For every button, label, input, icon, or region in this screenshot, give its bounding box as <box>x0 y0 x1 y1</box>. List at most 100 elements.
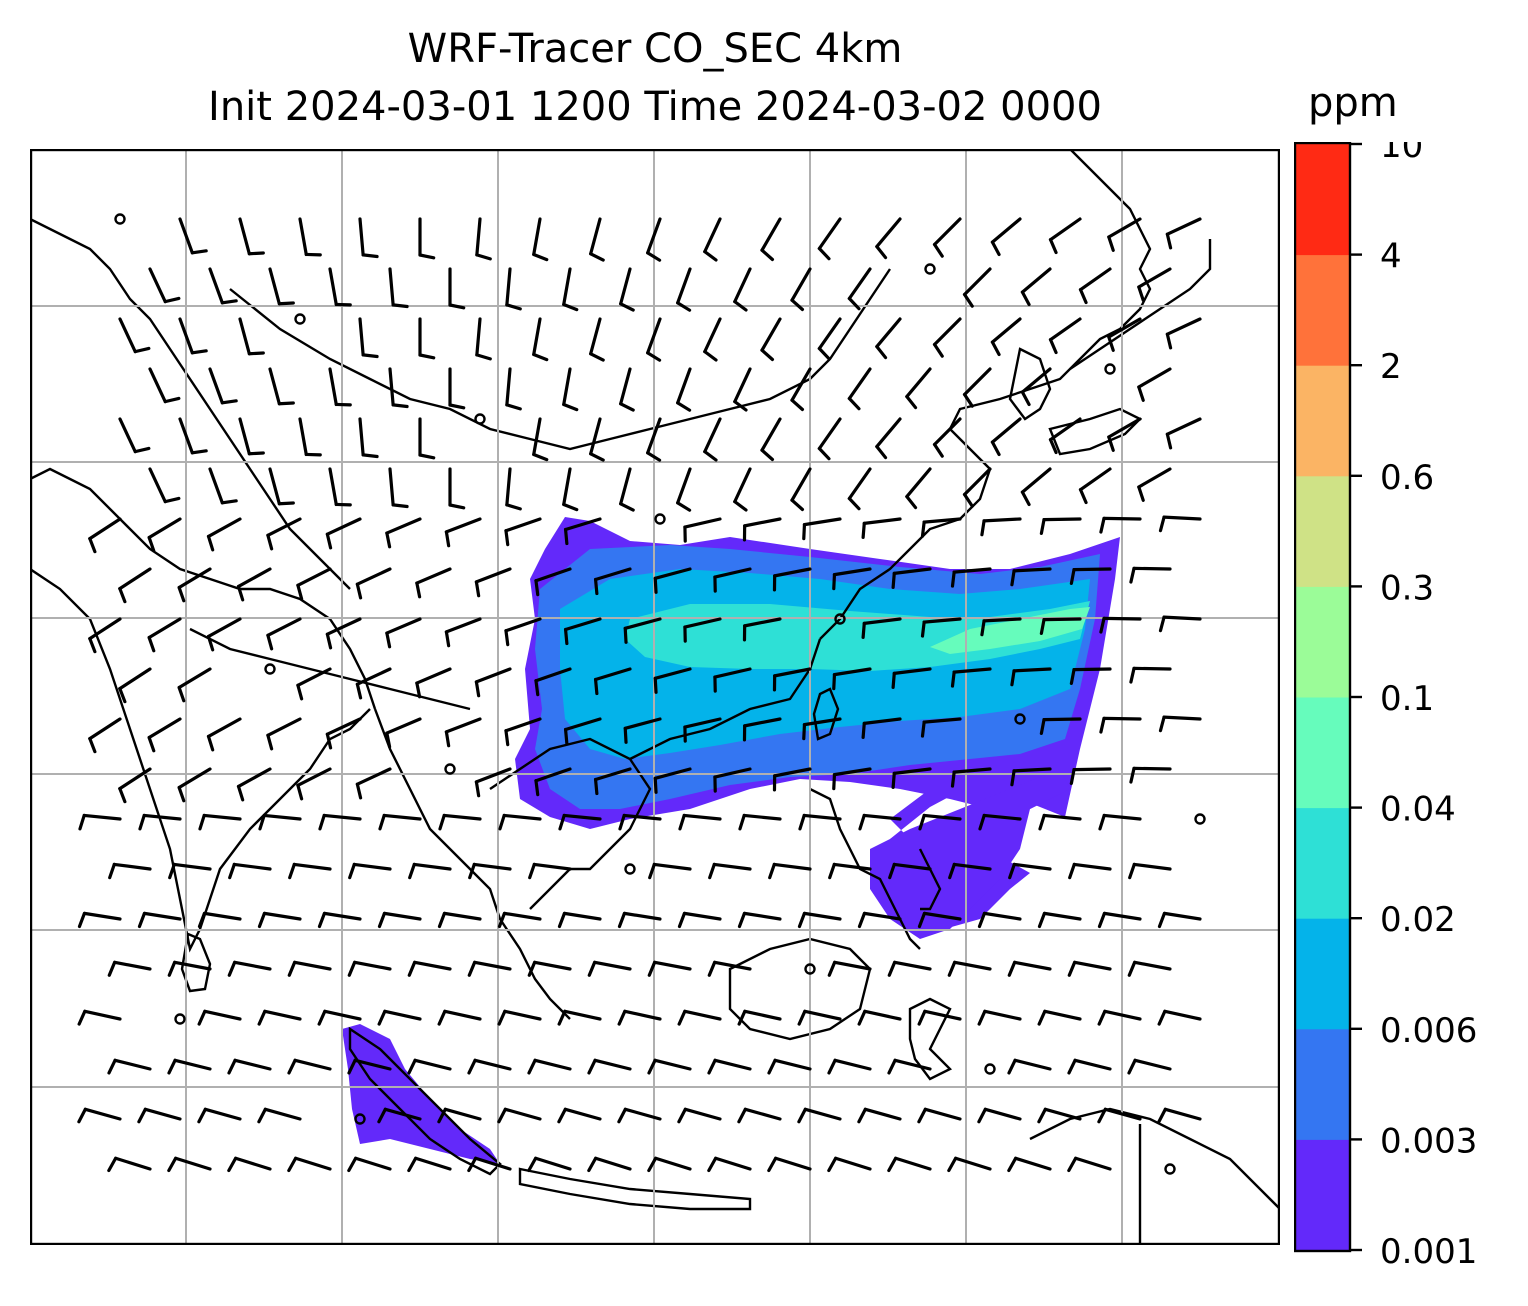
wind-barb <box>589 417 605 462</box>
wind-barb <box>962 467 992 508</box>
wind-barb <box>147 617 182 653</box>
wind-barb <box>1069 767 1112 785</box>
wind-barb <box>534 567 572 597</box>
wind-barb <box>236 767 272 802</box>
wind-barb <box>653 767 692 794</box>
wind-barb <box>208 367 238 405</box>
wind-barb <box>198 813 242 831</box>
colorbar-tick-label-2: 0.006 <box>1380 1011 1477 1051</box>
colorbar-swatch-0 <box>1296 1139 1349 1251</box>
wind-barb <box>790 267 812 312</box>
wind-barb <box>1010 767 1052 787</box>
wind-barb <box>407 1156 452 1173</box>
wind-barb <box>593 667 632 696</box>
wind-barb <box>347 1058 392 1075</box>
wind-barb <box>1067 1156 1112 1173</box>
wind-barb <box>107 960 152 977</box>
wind-barb <box>206 517 242 552</box>
wind-barb <box>377 1107 422 1124</box>
wind-barb <box>832 567 872 591</box>
wind-barb <box>264 663 276 675</box>
wind-barb <box>1137 467 1172 502</box>
wind-barb <box>467 1058 512 1075</box>
wind-barb <box>497 911 542 929</box>
wind-barb <box>887 960 932 977</box>
wind-barb <box>707 1058 752 1075</box>
wind-barb <box>467 960 512 977</box>
wind-barb <box>167 1058 212 1075</box>
wind-barb <box>147 517 182 553</box>
wind-barb <box>742 617 782 642</box>
wind-barb <box>228 862 272 880</box>
wind-barb <box>1078 467 1112 505</box>
wind-barb <box>527 1156 572 1173</box>
wind-barb <box>1038 813 1082 831</box>
wind-barb <box>88 517 122 554</box>
wind-barb <box>287 1058 332 1075</box>
wind-barb <box>1037 1107 1082 1124</box>
wind-barb <box>707 1156 752 1173</box>
wind-barb <box>790 367 812 412</box>
wind-barb <box>563 617 602 646</box>
wind-barb <box>137 1107 182 1124</box>
colorbar-unit-label: ppm <box>1308 80 1398 126</box>
wind-barb <box>238 217 265 256</box>
wind-barb <box>676 267 692 312</box>
wind-barb <box>177 567 212 603</box>
wind-barb <box>268 467 295 506</box>
colorbar: 0.001 0.003 0.006 0.02 0.04 0.1 0.3 0.6 2 4 10 <box>1294 142 1477 1272</box>
wind-barb <box>358 217 379 259</box>
wind-barb <box>437 911 482 929</box>
wind-barb <box>802 717 842 741</box>
wind-barb <box>624 863 636 875</box>
wind-barb <box>557 1009 602 1026</box>
wind-barb <box>950 767 992 788</box>
wind-barb <box>108 862 152 880</box>
colorbar-swatch-4 <box>1296 697 1349 809</box>
wind-barb <box>534 667 572 697</box>
wind-barb <box>474 767 512 798</box>
wind-barb <box>268 267 295 306</box>
wind-barb <box>148 367 181 404</box>
wind-barb <box>497 1009 542 1026</box>
colorbar-swatch-5 <box>1296 586 1349 698</box>
wind-barb <box>593 567 632 596</box>
wind-barb <box>1097 1107 1142 1124</box>
wind-barb <box>1069 667 1112 685</box>
wind-barb <box>1007 1156 1052 1173</box>
wind-barb <box>1078 267 1112 305</box>
wind-barb <box>977 911 1022 929</box>
wind-barb <box>847 367 872 411</box>
plume-level-0.001-south <box>870 769 1070 939</box>
wind-barb <box>178 417 208 455</box>
wind-barb <box>767 1058 812 1075</box>
wind-barb <box>1158 715 1202 733</box>
wind-barb <box>1165 217 1202 250</box>
wind-barb <box>676 367 692 412</box>
wind-barb <box>1157 911 1202 929</box>
wind-barb <box>618 813 662 831</box>
wind-barb <box>1099 616 1142 634</box>
wind-barb <box>1158 515 1202 533</box>
wind-barb <box>505 467 522 511</box>
wind-barb <box>772 567 812 592</box>
wind-barb <box>448 467 466 510</box>
wind-barb <box>875 317 902 360</box>
wind-barb <box>980 617 1022 637</box>
colorbar-swatch-9 <box>1296 144 1349 256</box>
wind-barb <box>827 1156 872 1173</box>
wind-barb <box>388 467 409 509</box>
wind-barb <box>1007 960 1052 977</box>
wind-barb <box>197 1107 242 1124</box>
wind-barb <box>328 367 352 407</box>
wind-barb <box>1164 1163 1176 1175</box>
wind-barb <box>888 862 932 880</box>
wind-barb <box>107 1156 152 1173</box>
wind-barb <box>317 1009 362 1026</box>
wind-barb <box>990 217 1022 257</box>
wind-barb <box>528 862 572 880</box>
wind-barb <box>619 467 635 512</box>
wind-barb <box>847 267 872 311</box>
wind-barb <box>847 467 872 511</box>
wind-barb <box>1020 367 1052 407</box>
